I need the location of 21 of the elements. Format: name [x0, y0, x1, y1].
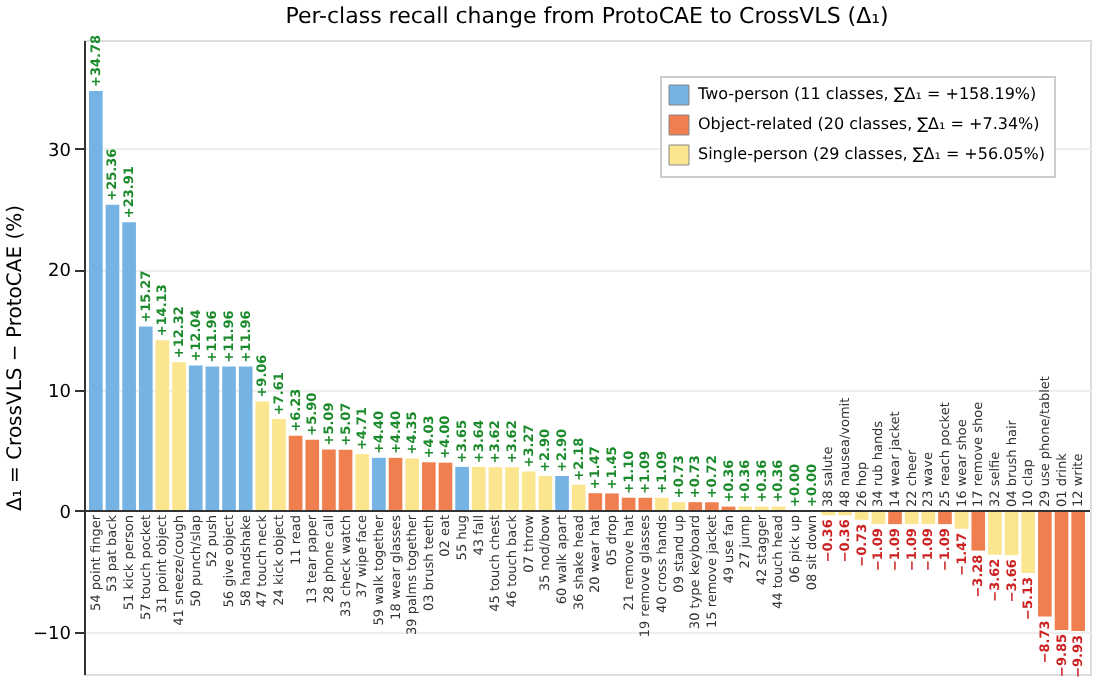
y-tick-label: 10 — [48, 383, 72, 404]
legend-label: Two-person (11 classes, ∑Δ₁ = +158.19%) — [696, 85, 1037, 103]
y-tick-label: 0 — [59, 503, 72, 524]
y-axis-title: Δ₁ = CrossVLS − ProtoCAE (%) — [5, 204, 28, 512]
bar — [954, 510, 969, 529]
bar — [938, 510, 952, 525]
y-tick-label: 30 — [48, 141, 72, 162]
bar — [571, 484, 586, 511]
chart-title: Per-class recall change from ProtoCAE to CrossVLS (Δ₁) — [285, 2, 889, 29]
legend-label: Single-person (29 classes, ∑Δ₁ = +56.05%) — [698, 145, 1046, 163]
bar — [372, 457, 386, 511]
y-tick-label: −10 — [33, 624, 72, 645]
bar — [971, 510, 986, 551]
bar — [888, 510, 902, 525]
bar — [405, 458, 419, 511]
bar — [455, 466, 469, 511]
bar — [355, 454, 370, 511]
y-tick-label: 20 — [48, 262, 72, 283]
bar — [388, 457, 403, 511]
bar — [555, 475, 569, 511]
legend-label: Object-related (20 classes, ∑Δ₁ = +7.34%) — [698, 115, 1040, 133]
